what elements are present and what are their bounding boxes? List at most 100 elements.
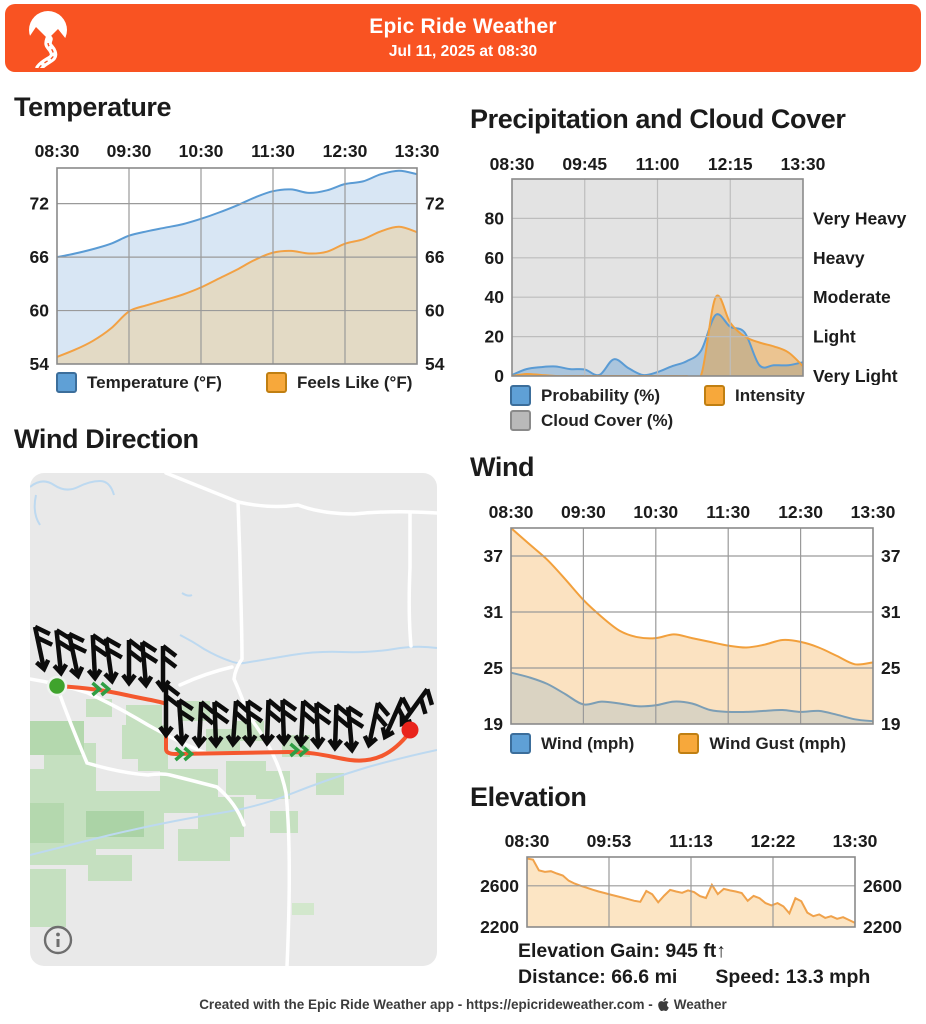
legend-label: Intensity bbox=[735, 385, 805, 405]
y-tick-label: 2200 bbox=[480, 917, 519, 937]
x-tick-label: 08:30 bbox=[35, 141, 80, 161]
ride-speed: Speed: 13.3 mph bbox=[715, 966, 871, 988]
temperature-chart: 08:30 09:30 10:30 11:30 12:30 13:30 54 54 60 60 66… bbox=[30, 141, 445, 374]
route-end-marker bbox=[401, 721, 419, 739]
x-tick-label: 08:30 bbox=[490, 154, 535, 174]
y-tick-label: 2600 bbox=[863, 876, 902, 896]
x-tick-label: 08:30 bbox=[505, 831, 550, 851]
y-tick-label: 72 bbox=[30, 194, 50, 214]
app-header: Epic Ride Weather Jul 11, 2025 at 08:30 bbox=[5, 4, 921, 72]
x-tick-label: 08:30 bbox=[489, 502, 534, 522]
x-tick-label: 09:53 bbox=[587, 831, 632, 851]
legend-item: Wind Gust (mph) bbox=[678, 733, 846, 754]
footer-attribution: Created with the Epic Ride Weather app -… bbox=[0, 997, 926, 1012]
ride-distance: Distance: 66.6 mi bbox=[518, 966, 678, 988]
y-tick-label: 80 bbox=[485, 208, 505, 228]
legend-item: Probability (%) bbox=[510, 385, 660, 406]
apple-icon bbox=[657, 998, 669, 1011]
legend-swatch bbox=[678, 733, 700, 754]
wind-direction-title: Wind Direction bbox=[14, 424, 199, 454]
legend-swatch bbox=[704, 385, 726, 406]
y-tick-label: 25 bbox=[484, 658, 504, 678]
y-tick-label: 25 bbox=[881, 658, 901, 678]
footer-weather-source: Weather bbox=[673, 997, 727, 1012]
legend-swatch bbox=[265, 372, 287, 393]
y-tick-label: 19 bbox=[484, 714, 504, 733]
y-tick-label: 60 bbox=[30, 301, 50, 321]
legend-label: Temperature (°F) bbox=[87, 372, 222, 392]
y-tick-label: 60 bbox=[425, 301, 445, 321]
x-tick-label: 09:30 bbox=[561, 502, 606, 522]
legend-item: Feels Like (°F) bbox=[265, 372, 413, 393]
precipitation-title: Precipitation and Cloud Cover bbox=[470, 104, 846, 134]
x-tick-label: 11:13 bbox=[669, 831, 713, 851]
x-tick-label: 13:30 bbox=[781, 154, 826, 174]
wind-title: Wind bbox=[470, 452, 535, 482]
x-tick-label: 12:15 bbox=[708, 154, 753, 174]
legend-item: Wind (mph) bbox=[510, 733, 634, 754]
legend-item: Cloud Cover (%) bbox=[510, 410, 673, 431]
legend-label: Feels Like (°F) bbox=[296, 372, 413, 392]
x-tick-label: 10:30 bbox=[633, 502, 678, 522]
map-canvas[interactable] bbox=[30, 473, 437, 966]
app-title: Epic Ride Weather bbox=[369, 15, 557, 38]
app-logo-icon bbox=[17, 8, 79, 73]
y-tick-label: 54 bbox=[425, 354, 445, 374]
wind-legend: Wind (mph) Wind Gust (mph) bbox=[510, 733, 846, 754]
legend-item: Temperature (°F) bbox=[56, 372, 222, 393]
elevation-chart: 08:30 09:53 11:13 12:22 13:30 2200 2200 2600 260… bbox=[480, 831, 902, 937]
temperature-title: Temperature bbox=[14, 92, 172, 122]
legend-label: Probability (%) bbox=[541, 385, 661, 405]
y-tick-label: 31 bbox=[881, 602, 901, 622]
y-tick-label: 72 bbox=[425, 194, 445, 214]
intensity-category-label: Light bbox=[813, 327, 856, 347]
legend-item: Intensity bbox=[704, 385, 805, 406]
intensity-category-label: Very Heavy bbox=[813, 208, 907, 228]
y-tick-label: 0 bbox=[494, 366, 504, 385]
y-tick-label: 31 bbox=[484, 602, 504, 622]
y-tick-label: 40 bbox=[485, 287, 505, 307]
legend-swatch bbox=[510, 410, 531, 431]
wind-direction-map[interactable] bbox=[30, 473, 437, 966]
map-info-button[interactable] bbox=[43, 925, 73, 955]
y-tick-label: 60 bbox=[485, 248, 505, 268]
map-roads bbox=[30, 473, 437, 966]
intensity-category-label: Very Light bbox=[813, 366, 898, 385]
legend-label: Wind Gust (mph) bbox=[709, 733, 847, 753]
elevation-gain: Elevation Gain: 945 ft↑ bbox=[518, 940, 727, 962]
x-tick-label: 12:22 bbox=[751, 831, 796, 851]
y-tick-label: 2600 bbox=[480, 876, 519, 896]
y-tick-label: 37 bbox=[881, 546, 900, 566]
x-tick-label: 13:30 bbox=[851, 502, 896, 522]
ride-datetime: Jul 11, 2025 at 08:30 bbox=[388, 43, 538, 60]
y-tick-label: 20 bbox=[485, 327, 505, 347]
map-rivers bbox=[30, 479, 437, 856]
legend-swatch bbox=[510, 733, 531, 754]
y-tick-label: 19 bbox=[881, 714, 901, 733]
x-tick-label: 13:30 bbox=[395, 141, 440, 161]
intensity-category-label: Heavy bbox=[813, 248, 865, 268]
route-start-marker bbox=[46, 675, 68, 697]
y-tick-label: 37 bbox=[484, 546, 503, 566]
x-tick-label: 11:00 bbox=[636, 154, 680, 174]
precipitation-legend: Probability (%) Intensity Cloud Cover (%) bbox=[510, 385, 805, 431]
wind-chart: 08:30 09:30 10:30 11:30 12:30 13:30 19 19 25 25 31… bbox=[484, 502, 901, 733]
y-tick-label: 2200 bbox=[863, 917, 902, 937]
x-tick-label: 11:30 bbox=[706, 502, 750, 522]
legend-label: Wind (mph) bbox=[541, 733, 635, 753]
x-tick-label: 12:30 bbox=[778, 502, 823, 522]
precipitation-chart: 08:30 09:45 11:00 12:15 13:30 0 20 40 60 80 Very H… bbox=[485, 154, 907, 385]
elevation-title: Elevation bbox=[470, 782, 587, 812]
map-vegetation bbox=[30, 699, 344, 927]
x-tick-label: 12:30 bbox=[323, 141, 368, 161]
legend-label: Cloud Cover (%) bbox=[541, 410, 674, 430]
x-tick-label: 11:30 bbox=[251, 141, 295, 161]
wind-barbs bbox=[32, 624, 435, 754]
intensity-category-label: Moderate bbox=[813, 287, 891, 307]
y-tick-label: 66 bbox=[30, 247, 50, 267]
x-tick-label: 09:30 bbox=[107, 141, 152, 161]
x-tick-label: 13:30 bbox=[833, 831, 878, 851]
x-tick-label: 10:30 bbox=[179, 141, 224, 161]
x-tick-label: 09:45 bbox=[562, 154, 607, 174]
temperature-legend: Temperature (°F) Feels Like (°F) bbox=[56, 372, 412, 393]
